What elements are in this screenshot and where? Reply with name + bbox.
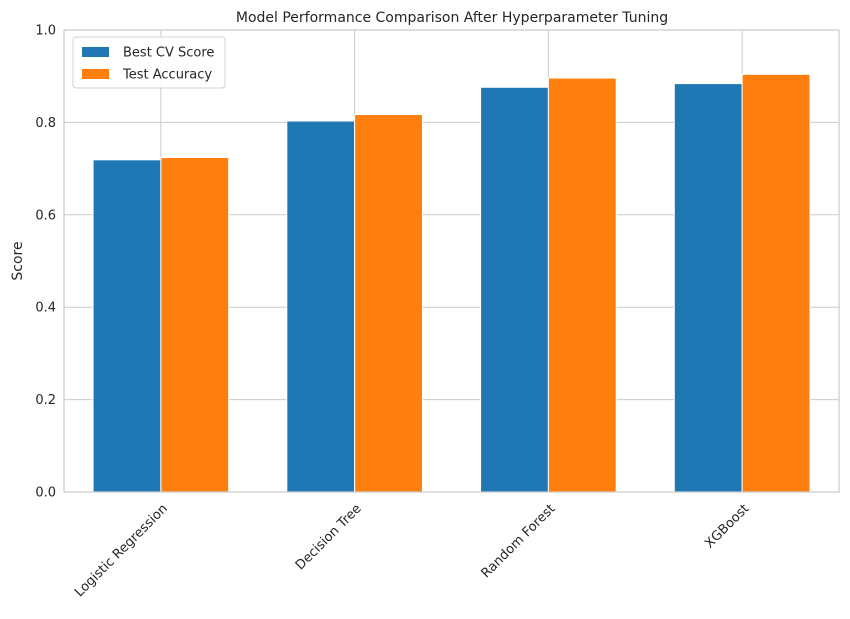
x-tick-label: Logistic Regression xyxy=(72,501,171,600)
legend-box xyxy=(72,36,226,89)
y-tick-label: 0.2 xyxy=(35,393,56,408)
x-axis-ticks: Logistic Regression Decision Tree Random F… xyxy=(72,501,752,600)
y-axis-label: Score xyxy=(10,241,26,280)
y-tick-label: 0.8 xyxy=(35,116,56,131)
legend-swatch xyxy=(82,69,109,79)
x-tick-label: Decision Tree xyxy=(293,501,365,573)
bar xyxy=(547,77,617,493)
legend: Best CV Score Test Accuracy xyxy=(72,36,226,89)
bar xyxy=(673,83,743,493)
x-tick-label: Random Forest xyxy=(479,501,559,581)
plot-frame xyxy=(63,29,840,493)
chart-title: Model Performance Comparison After Hyper… xyxy=(236,10,668,26)
bar xyxy=(286,120,356,493)
legend-label: Best CV Score xyxy=(123,46,214,61)
y-axis-ticks: 0.0 0.2 0.4 0.6 0.8 1.0 xyxy=(35,24,56,501)
legend-swatch xyxy=(82,47,109,57)
bar xyxy=(92,159,162,493)
x-tick-label: XGBoost xyxy=(702,501,752,551)
y-tick-label: 0.0 xyxy=(35,486,56,501)
bar xyxy=(480,86,549,493)
bar xyxy=(741,73,811,493)
y-tick-label: 1.0 xyxy=(35,24,56,39)
y-tick-label: 0.4 xyxy=(35,301,56,316)
y-tick-label: 0.6 xyxy=(35,208,56,223)
bar xyxy=(354,114,423,493)
bars xyxy=(92,73,811,493)
bar xyxy=(160,157,230,493)
legend-label: Test Accuracy xyxy=(122,68,212,83)
